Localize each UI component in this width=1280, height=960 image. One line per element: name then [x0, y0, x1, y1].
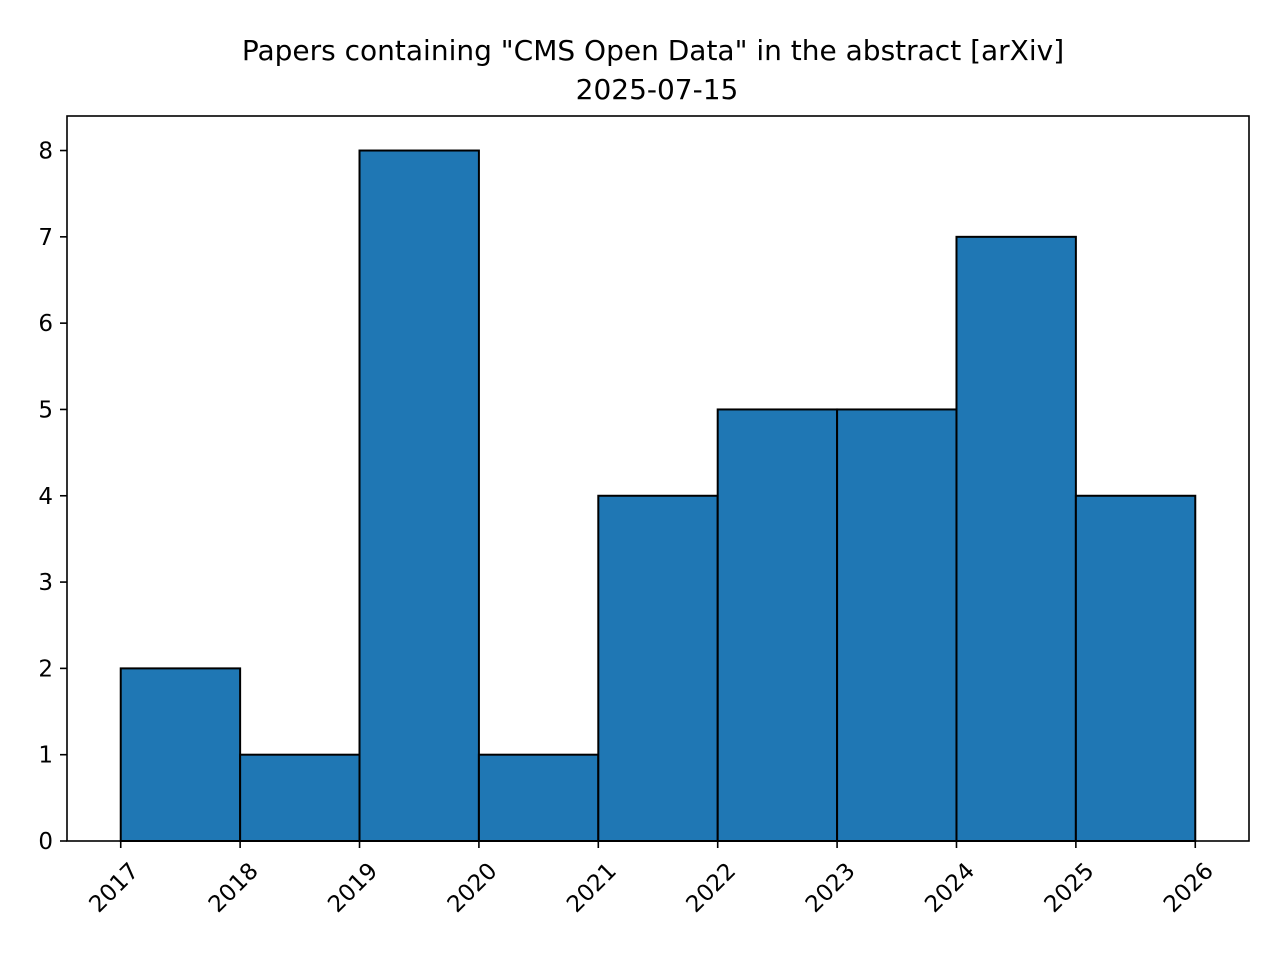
histogram-bar-2023: [836, 408, 958, 842]
histogram-bar-2018: [239, 753, 361, 843]
x-tick-label: 2022: [681, 858, 741, 918]
y-tick-label: 6: [38, 311, 53, 337]
histogram-bar-2025: [1074, 494, 1197, 842]
x-tick-label: 2021: [562, 858, 622, 918]
x-tick-label: 2024: [920, 858, 980, 918]
y-tick-label: 8: [38, 139, 53, 165]
y-tick-label: 3: [38, 570, 53, 596]
histogram-bar-2024: [955, 235, 1077, 843]
x-tick-label: 2026: [1159, 858, 1219, 918]
x-tick-label: 2018: [204, 858, 264, 918]
chart-title: Papers containing "CMS Open Data" in the…: [242, 34, 1064, 67]
histogram-bar-2020: [477, 753, 600, 843]
bars-group: [119, 149, 1197, 843]
y-tick-label: 5: [38, 397, 53, 423]
x-tick-label: 2017: [84, 858, 144, 918]
plot-frame: [66, 115, 1250, 842]
x-tick-label: 2019: [323, 858, 383, 918]
histogram-bar-2021: [597, 494, 719, 842]
y-tick-label: 0: [38, 829, 53, 855]
histogram-bar-2017: [119, 667, 242, 843]
y-tick-label: 7: [38, 225, 53, 251]
y-tick-label: 4: [38, 484, 53, 510]
chart-subtitle: 2025-07-15: [576, 73, 739, 106]
x-tick-label: 2025: [1040, 858, 1100, 918]
x-tick-label: 2020: [443, 858, 503, 918]
y-tick-label: 2: [38, 656, 53, 682]
y-tick-label: 1: [38, 743, 53, 769]
x-tick-label: 2023: [801, 858, 861, 918]
histogram-bar-2019: [358, 149, 480, 842]
histogram-bar-2022: [716, 408, 839, 842]
